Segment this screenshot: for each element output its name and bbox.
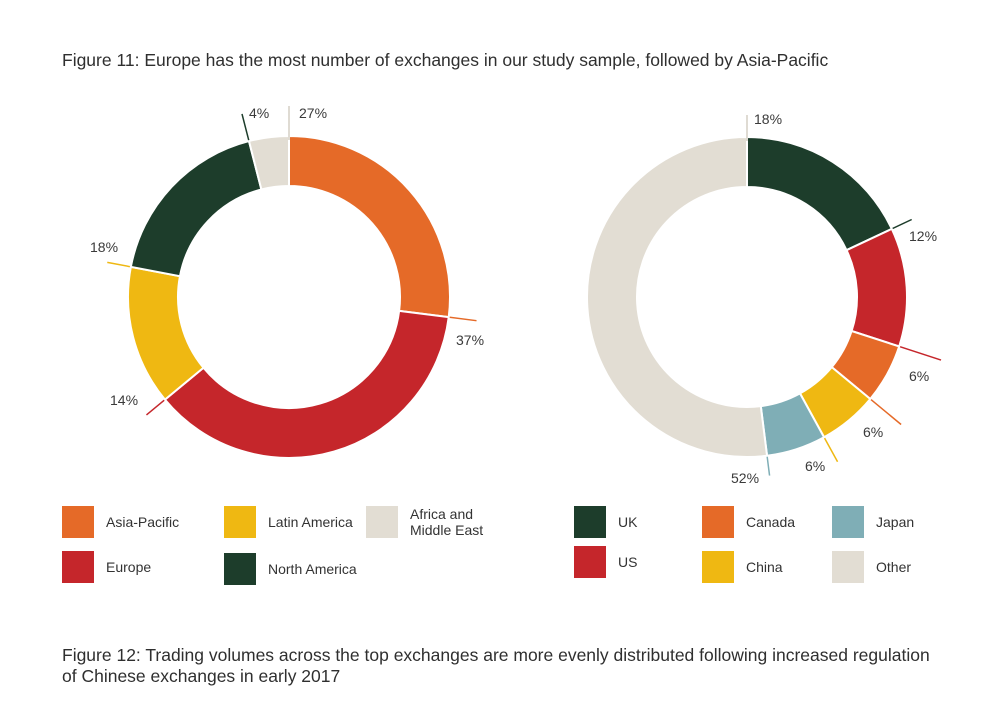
leader-line-us [895, 344, 942, 361]
legend-item-latin-america: Latin America [224, 506, 353, 538]
legend-label-us: US [618, 554, 638, 570]
legend-item-china: China [702, 551, 783, 583]
legend-item-africa-middle-east: Africa and Middle East [366, 506, 496, 538]
legend-label-japan: Japan [876, 514, 915, 530]
leader-line-china [821, 433, 839, 463]
data-label-japan: 6% [805, 458, 825, 474]
legend-label-latin-america: Latin America [268, 514, 353, 530]
leader-line-north-america [241, 113, 251, 146]
legend-swatch-europe [62, 551, 94, 583]
data-label-europe: 37% [456, 332, 484, 348]
legend-item-north-america: North America [224, 553, 357, 585]
legend-swatch-other [832, 551, 864, 583]
data-label-africa-and-middle-east: 4% [249, 105, 269, 121]
legend-swatch-canada [702, 506, 734, 538]
legend-item-other: Other [832, 551, 911, 583]
data-label-other: 52% [731, 470, 759, 486]
legend-swatch-us [574, 546, 606, 578]
legend-item-europe: Europe [62, 551, 151, 583]
donut-slice-europe [163, 309, 450, 459]
figure-11-title: Figure 11: Europe has the most number of… [62, 50, 829, 70]
legend-swatch-uk [574, 506, 606, 538]
legend-item-uk: UK [574, 506, 637, 538]
leader-line-asia-pacific [444, 315, 477, 322]
legend-item-us: US [574, 546, 637, 578]
legend-item-canada: Canada [702, 506, 795, 538]
legend-label-north-america: North America [268, 561, 357, 577]
donut-slice-uk [746, 135, 894, 252]
data-label-china: 6% [863, 424, 883, 440]
donut-slice-africa-and-middle-east [247, 134, 290, 191]
donut-slice-asia-pacific [288, 134, 451, 319]
data-label-asia-pacific: 27% [299, 105, 327, 121]
legend-label-europe: Europe [106, 559, 152, 575]
legend-swatch-latin-america [224, 506, 256, 538]
legend-label-africa-middle-east: Africa and Middle East [410, 506, 484, 538]
leader-line-canada [866, 395, 902, 426]
data-label-canada: 6% [909, 368, 929, 384]
data-label-us: 12% [909, 228, 937, 244]
legend-label-china: China [746, 559, 783, 575]
donut-chart-trading-volume-by-country: 18% 12% 6% 6% 6% 52% [585, 111, 942, 486]
donut-slice-north-america [129, 139, 263, 278]
legend-swatch-china [702, 551, 734, 583]
data-label-latin-america: 14% [110, 392, 138, 408]
legend-swatch-japan [832, 506, 864, 538]
legend-item-asia-pacific: Asia-Pacific [62, 506, 179, 538]
data-label-north-america: 18% [90, 239, 118, 255]
legend-swatch-asia-pacific [62, 506, 94, 538]
legend-label-asia-pacific: Asia-Pacific [106, 514, 180, 530]
figure-12-title: Figure 12: Trading volumes across the to… [62, 645, 930, 686]
legend-item-japan: Japan [832, 506, 914, 538]
donut-chart-exchanges-by-region: 27% 37% 14% 18% 4% [90, 105, 484, 459]
legend-label-other: Other [876, 559, 912, 575]
legend-swatch-north-america [224, 553, 256, 585]
legend-label-canada: Canada [746, 514, 796, 530]
donut-slice-other [585, 135, 769, 458]
legend-swatch-africa-middle-east [366, 506, 398, 538]
legend-label-uk: UK [618, 514, 638, 530]
donut-slice-us [845, 227, 908, 348]
data-label-uk: 18% [754, 111, 782, 127]
